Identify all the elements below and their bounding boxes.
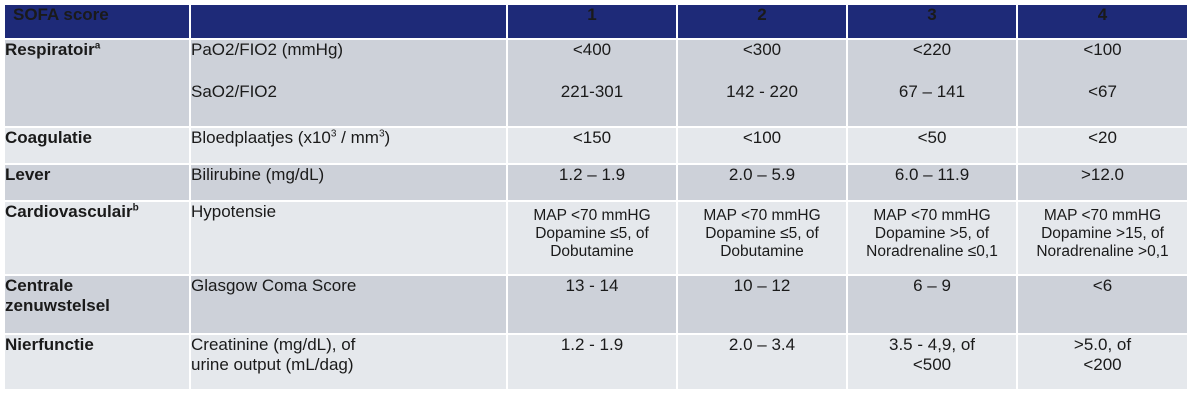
organ-label: Cardiovasculairb (3, 200, 191, 276)
value-cell: <300 142 - 220 (676, 38, 848, 128)
header-col-1: 1 (506, 3, 678, 40)
value-cell: 6.0 – 11.9 (846, 163, 1018, 202)
value-cell: 2.0 – 3.4 (676, 333, 848, 391)
value-cell: >12.0 (1016, 163, 1189, 202)
header-col-3: 3 (846, 3, 1018, 40)
header-row: SOFA score 1 2 3 4 (3, 3, 1189, 40)
parameter-label: Bloedplaatjes (x103 / mm3) (189, 126, 508, 165)
value-cell: >5.0, of <200 (1016, 333, 1189, 391)
organ-label: Lever (3, 163, 191, 202)
value-cell: <50 (846, 126, 1018, 165)
row-cardiovasculair: Cardiovasculairb Hypotensie MAP <70 mmHG… (3, 200, 1189, 276)
value-cell: 1.2 - 1.9 (506, 333, 678, 391)
row-centrale-zenuwstelsel: Centrale zenuwstelsel Glasgow Coma Score … (3, 274, 1189, 335)
value-cell: <150 (506, 126, 678, 165)
row-nierfunctie: Nierfunctie Creatinine (mg/dL), of urine … (3, 333, 1189, 391)
value-cell: 3.5 - 4,9, of <500 (846, 333, 1018, 391)
header-blank (189, 3, 508, 40)
value-cell: <400 221-301 (506, 38, 678, 128)
value-cell: <100 (676, 126, 848, 165)
parameter-label: Bilirubine (mg/dL) (189, 163, 508, 202)
parameter-label: PaO2/FIO2 (mmHg) SaO2/FIO2 (189, 38, 508, 128)
row-respiratoir: Respiratoira PaO2/FIO2 (mmHg) SaO2/FIO2 <… (3, 38, 1189, 128)
value-cell: 6 – 9 (846, 274, 1018, 335)
parameter-label: Glasgow Coma Score (189, 274, 508, 335)
value-cell: 13 - 14 (506, 274, 678, 335)
row-lever: Lever Bilirubine (mg/dL) 1.2 – 1.9 2.0 –… (3, 163, 1189, 202)
parameter-label: Creatinine (mg/dL), of urine output (mL/d… (189, 333, 508, 391)
organ-label: Nierfunctie (3, 333, 191, 391)
value-cell: <220 67 – 141 (846, 38, 1018, 128)
organ-label: Coagulatie (3, 126, 191, 165)
row-coagulatie: Coagulatie Bloedplaatjes (x103 / mm3) <1… (3, 126, 1189, 165)
organ-label: Respiratoira (3, 38, 191, 128)
value-cell: <6 (1016, 274, 1189, 335)
header-col-2: 2 (676, 3, 848, 40)
value-cell: <20 (1016, 126, 1189, 165)
value-cell: 2.0 – 5.9 (676, 163, 848, 202)
sofa-score-table: SOFA score 1 2 3 4 Respiratoira PaO2/FIO… (3, 3, 1189, 391)
value-cell: MAP <70 mmHG Dopamine ≤5, of Dobutamine (506, 200, 678, 276)
header-col-4: 4 (1016, 3, 1189, 40)
header-title: SOFA score (3, 3, 191, 40)
value-cell: MAP <70 mmHG Dopamine >5, of Noradrenaline… (846, 200, 1018, 276)
value-cell: MAP <70 mmHG Dopamine >15, of Noradrenalin… (1016, 200, 1189, 276)
value-cell: <100 <67 (1016, 38, 1189, 128)
value-cell: 1.2 – 1.9 (506, 163, 678, 202)
parameter-label: Hypotensie (189, 200, 508, 276)
value-cell: 10 – 12 (676, 274, 848, 335)
value-cell: MAP <70 mmHG Dopamine ≤5, of Dobutamine (676, 200, 848, 276)
organ-label: Centrale zenuwstelsel (3, 274, 191, 335)
